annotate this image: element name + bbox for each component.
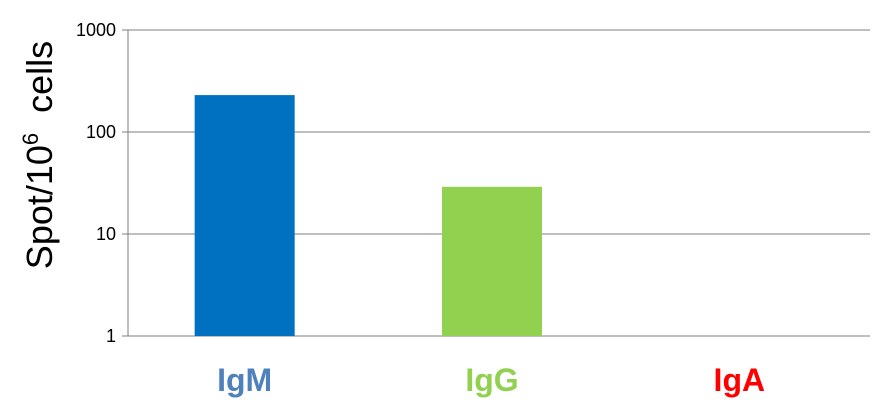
y-axis-title: Spot/106 cells [18, 41, 60, 269]
x-axis-labels: IgM IgG IgA [217, 362, 765, 398]
y-tick-label-10: 10 [96, 224, 116, 244]
y-axis-ticks: 1 10 100 1000 [76, 20, 116, 346]
bar-igm [194, 95, 295, 336]
y-tick-label-1000: 1000 [76, 20, 116, 40]
bars [194, 95, 542, 336]
x-label-igm: IgM [217, 362, 272, 398]
bar-igg [442, 186, 542, 336]
y-axis-title-suffix: cells [19, 41, 60, 133]
x-label-igg: IgG [465, 362, 518, 398]
x-label-iga: IgA [714, 362, 766, 398]
y-tick-label-1: 1 [106, 326, 116, 346]
y-axis-title-main: Spot/10 [19, 145, 60, 269]
y-axis-title-superscript: 6 [18, 133, 43, 145]
y-tick-label-100: 100 [86, 122, 116, 142]
